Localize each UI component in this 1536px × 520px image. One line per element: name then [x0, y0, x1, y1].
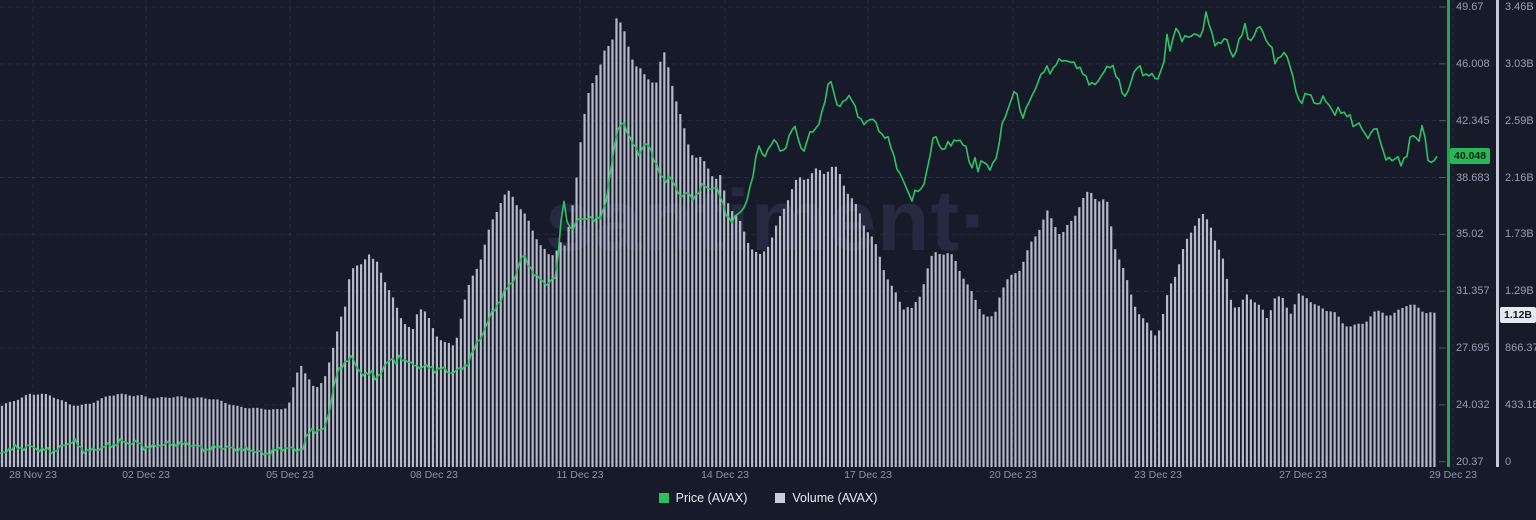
volume-tick-label: 2.59B [1505, 114, 1534, 127]
volume-bars [0, 18, 1436, 468]
volume-tick-label: 1.73B [1505, 228, 1534, 241]
volume-tick-label: 1.29B [1505, 285, 1534, 298]
current-volume-badge: 1.12B [1500, 306, 1536, 323]
volume-swatch-icon [775, 493, 786, 503]
date-tick-label: 08 Dec 23 [410, 469, 458, 481]
price-tick-label: 24.032 [1456, 398, 1490, 411]
current-price-badge: 40.048 [1450, 148, 1491, 165]
date-tick-label: 17 Dec 23 [844, 469, 892, 481]
price-tick-label: 27.695 [1456, 342, 1490, 355]
price-tick-label: 42.345 [1456, 114, 1490, 127]
price-tick-label: 31.357 [1456, 285, 1490, 298]
volume-tick-label: 0 [1505, 455, 1512, 468]
volume-tick-label: 2.16B [1505, 171, 1534, 184]
volume-tick-label: 3.46B [1505, 1, 1534, 13]
price-tick-label: 38.683 [1456, 171, 1490, 184]
price-swatch-icon [658, 493, 669, 503]
legend-price-label: Price (AVAX) [675, 491, 748, 505]
volume-tick-label: 433.18M [1505, 398, 1536, 411]
legend-item-price[interactable]: Price (AVAX) [658, 491, 748, 505]
date-tick-label: 28 Nov 23 [9, 469, 57, 481]
legend-item-volume[interactable]: Volume (AVAX) [775, 491, 877, 505]
price-tick-label: 49.67 [1456, 1, 1484, 13]
date-tick-label: 14 Dec 23 [701, 469, 749, 481]
price-line [0, 11, 1438, 456]
date-tick-label: 23 Dec 23 [1134, 469, 1182, 481]
date-tick-label: 29 Dec 23 [1429, 469, 1477, 481]
volume-tick-label: 3.03B [1505, 57, 1534, 70]
legend-volume-label: Volume (AVAX) [792, 491, 878, 505]
date-tick-label: 05 Dec 23 [266, 469, 314, 481]
volume-tick-label: 866.37M [1505, 342, 1536, 355]
date-tick-label: 11 Dec 23 [556, 469, 604, 481]
watermark: santiment· [545, 173, 990, 269]
price-axis-tick-marks [1439, 6, 1446, 463]
price-tick-label: 46.008 [1456, 57, 1490, 70]
price-tick-label: 20.37 [1456, 455, 1484, 468]
date-tick-label: 02 Dec 23 [122, 469, 170, 481]
price-tick-label: 35.02 [1456, 228, 1484, 241]
date-tick-label: 27 Dec 23 [1279, 469, 1327, 481]
legend: Price (AVAX) Volume (AVAX) [0, 491, 1536, 505]
date-tick-label: 20 Dec 23 [989, 469, 1037, 481]
